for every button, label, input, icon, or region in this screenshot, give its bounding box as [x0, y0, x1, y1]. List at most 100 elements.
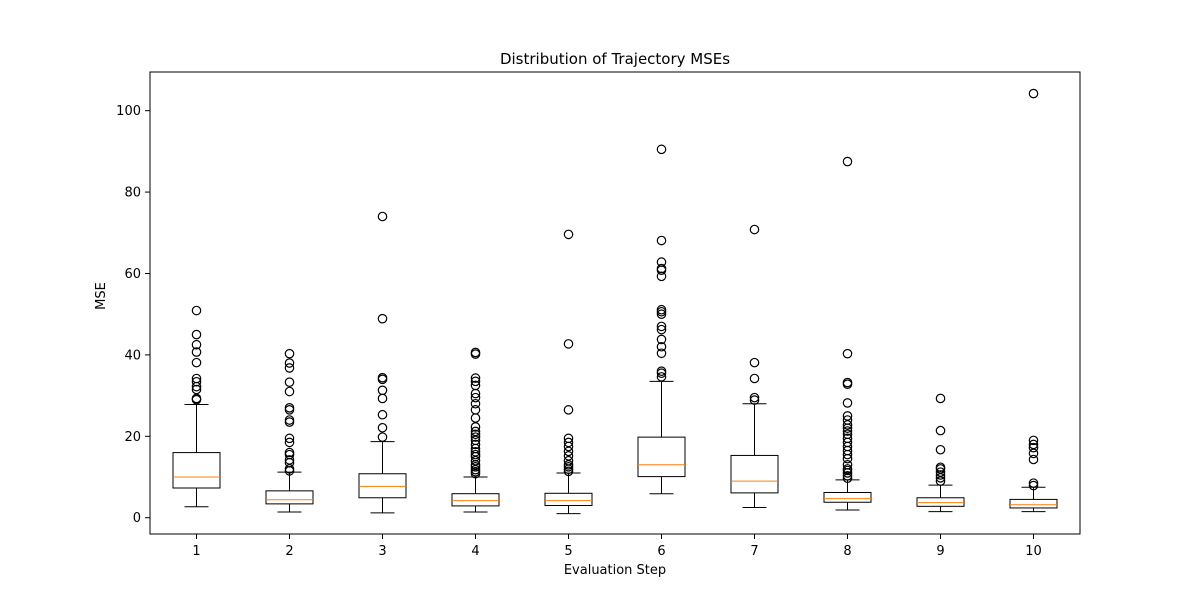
x-axis-label: Evaluation Step — [564, 563, 666, 578]
outlier-point — [284, 447, 295, 458]
x-tick-label: 10 — [1025, 544, 1042, 559]
x-tick-label: 3 — [378, 544, 386, 559]
box-iqr — [637, 436, 686, 478]
x-tick-label: 7 — [750, 544, 758, 559]
outlier-point — [842, 411, 853, 421]
box-iqr — [451, 493, 500, 507]
outlier-point — [1028, 88, 1039, 99]
outlier-point — [284, 348, 295, 359]
outlier-point — [284, 415, 295, 425]
y-axis-label: MSE — [94, 282, 109, 310]
x-tick-label: 4 — [471, 544, 479, 559]
outlier-point — [935, 393, 946, 404]
x-tick-label: 1 — [192, 544, 200, 559]
box-iqr — [358, 473, 407, 499]
outlier-point — [563, 451, 574, 461]
outlier-point — [470, 380, 481, 391]
outlier-point — [656, 263, 667, 274]
outlier-point — [284, 363, 295, 373]
outlier-point — [377, 211, 388, 222]
outlier-point — [656, 144, 667, 155]
outlier-point — [842, 460, 853, 470]
outlier-point — [284, 386, 295, 397]
outlier-point — [842, 433, 853, 444]
outlier-point — [656, 334, 667, 345]
outlier-point — [935, 470, 946, 480]
outlier-point — [1028, 454, 1039, 465]
outlier-point — [656, 324, 667, 335]
outlier-point — [935, 467, 946, 477]
outlier-point — [191, 384, 202, 395]
outlier-point — [935, 462, 946, 473]
outlier-point — [842, 377, 853, 388]
outlier-point — [749, 357, 760, 368]
outlier-point — [377, 422, 388, 433]
outlier-point — [656, 372, 667, 382]
plot-area: 0 20 40 60 80 100 1 2 3 4 5 6 7 8 9 10 — [116, 88, 1058, 559]
outlier-point — [284, 437, 295, 448]
outlier-point — [470, 426, 481, 437]
outlier-point — [935, 444, 946, 455]
outlier-point — [377, 432, 388, 442]
y-tick-label: 60 — [124, 267, 141, 282]
y-tick-label: 100 — [116, 104, 141, 119]
outlier-point — [191, 347, 202, 357]
x-tick-label: 2 — [285, 544, 293, 559]
outlier-point — [1028, 442, 1039, 453]
outlier-point — [563, 455, 574, 466]
outlier-point — [842, 426, 853, 436]
y-tick-label: 0 — [133, 511, 141, 526]
outlier-point — [1028, 478, 1039, 488]
outlier-point — [563, 437, 574, 448]
box-iqr — [916, 497, 965, 507]
outlier-point — [656, 257, 667, 267]
outlier-point — [377, 372, 388, 383]
outlier-point — [563, 339, 574, 349]
chart-title: Distribution of Trajectory MSEs — [500, 50, 730, 68]
outlier-point — [563, 433, 574, 444]
y-tick-label: 40 — [124, 348, 141, 363]
outlier-point — [191, 305, 202, 316]
y-tick-label: 80 — [124, 186, 141, 201]
axes-frame — [149, 71, 1081, 535]
outlier-point — [842, 429, 853, 440]
outlier-point — [842, 464, 853, 474]
outlier-point — [470, 439, 481, 450]
outlier-point — [656, 321, 667, 332]
outlier-point — [749, 392, 760, 403]
outlier-point — [656, 309, 667, 319]
box-iqr — [544, 492, 593, 507]
outlier-point — [1028, 439, 1039, 450]
outlier-point — [656, 235, 667, 246]
outlier-point — [470, 376, 481, 387]
outlier-point — [377, 313, 388, 324]
outlier-point — [284, 403, 295, 413]
box-iqr — [172, 452, 221, 489]
outlier-point — [191, 329, 202, 340]
outlier-point — [842, 470, 853, 481]
x-tick-label: 8 — [843, 544, 851, 559]
outlier-point — [284, 455, 295, 465]
outlier-point — [284, 433, 295, 444]
box-iqr — [823, 491, 872, 503]
outlier-point — [935, 425, 946, 436]
x-tick-label: 9 — [936, 544, 944, 559]
outlier-point — [470, 446, 481, 457]
outlier-point — [656, 304, 667, 315]
outlier-point — [191, 357, 202, 368]
outlier-point — [284, 377, 295, 387]
outlier-point — [842, 348, 853, 359]
x-tick-label: 6 — [657, 544, 665, 559]
outlier-point — [191, 339, 202, 350]
outlier-point — [1028, 480, 1039, 491]
outlier-point — [284, 358, 295, 368]
outlier-point — [749, 224, 760, 235]
box-iqr — [265, 490, 314, 505]
outlier-point — [563, 229, 574, 240]
outlier-point — [656, 341, 667, 352]
outlier-point — [749, 373, 760, 384]
outlier-point — [563, 405, 574, 415]
outlier-point — [470, 429, 481, 440]
outlier-point — [842, 398, 853, 408]
